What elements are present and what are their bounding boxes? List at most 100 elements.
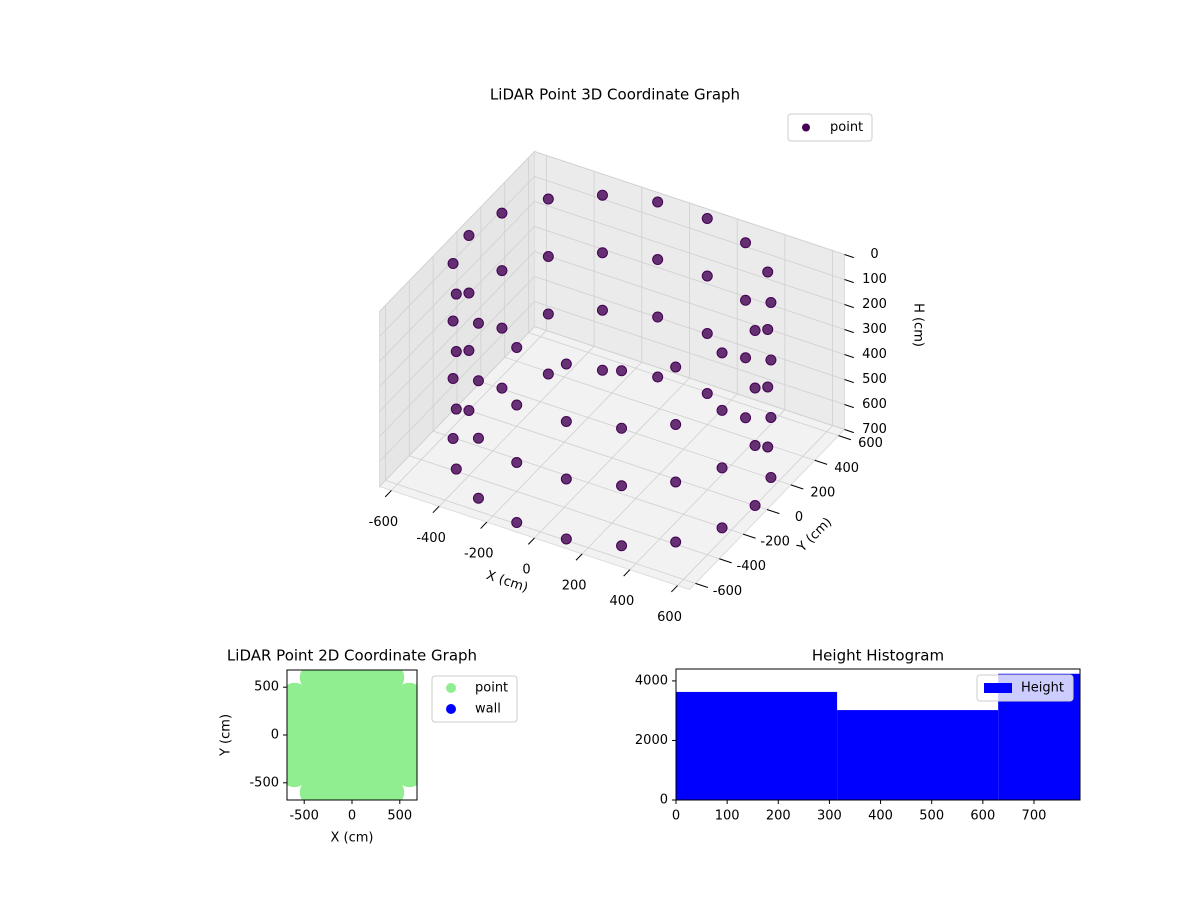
point (701, 213, 713, 225)
tick-mark (766, 509, 780, 515)
point (496, 265, 508, 277)
y-tick-label: 600 (858, 436, 883, 451)
legend-box (787, 113, 873, 142)
z-tick-label: 600 (862, 397, 887, 412)
grid-line (534, 276, 845, 380)
point (765, 471, 777, 483)
point (472, 317, 484, 329)
point (749, 382, 761, 394)
x-tick-label: 500 (387, 809, 412, 824)
point (376, 778, 405, 800)
x-tick-label: 400 (609, 594, 634, 609)
tick-mark (695, 582, 709, 588)
tick-mark (844, 329, 854, 334)
x-tick-label: 400 (868, 809, 893, 824)
x-tick-label: 600 (657, 610, 682, 625)
grid-line (534, 301, 845, 405)
legend-label: wall (475, 702, 501, 717)
y-tick-label: -200 (760, 535, 790, 550)
x-tick-label: 600 (970, 809, 995, 824)
point (701, 388, 713, 400)
point (740, 294, 752, 306)
point (447, 373, 459, 385)
tick-mark (844, 354, 854, 359)
y-tick-label: 0 (271, 728, 279, 743)
point (463, 404, 475, 416)
legend-label: Height (1021, 681, 1064, 696)
point (596, 364, 608, 376)
point (447, 315, 459, 327)
point (596, 304, 608, 316)
grid-line (456, 406, 768, 510)
point (716, 462, 728, 474)
x-tick-label: 0 (522, 563, 530, 578)
tick-mark (480, 521, 488, 529)
x-tick-label: 200 (562, 578, 587, 593)
y-tick-label: 4000 (635, 673, 668, 688)
grid-line (379, 226, 535, 387)
y-tick-label: 500 (254, 680, 279, 695)
point (472, 375, 484, 387)
tick-mark (844, 379, 854, 384)
point (496, 322, 508, 334)
x-tick-label: 0 (672, 809, 680, 824)
point (616, 480, 628, 492)
chart-title: Height Histogram (812, 647, 944, 665)
point (749, 325, 761, 337)
point (463, 229, 475, 241)
point (740, 237, 752, 249)
z-tick-label: 500 (862, 372, 887, 387)
point (395, 759, 417, 788)
point (542, 308, 554, 320)
point (652, 196, 664, 208)
tick-mark (742, 533, 756, 539)
y-tick-label: 200 (810, 485, 835, 500)
chart-title: LiDAR Point 2D Coordinate Graph (227, 647, 477, 665)
y-tick-label: 400 (834, 461, 859, 476)
point (542, 368, 554, 380)
z-tick-label: 300 (862, 322, 887, 337)
x-tick-label: 0 (348, 809, 356, 824)
grid-line (534, 226, 845, 330)
legend-marker (984, 683, 1012, 693)
tick-mark (384, 490, 392, 498)
point (701, 328, 713, 340)
grid-line (534, 201, 845, 305)
point (596, 247, 608, 259)
point (762, 323, 774, 335)
tick-mark (790, 484, 804, 490)
legend-marker (446, 683, 456, 693)
point (560, 415, 572, 427)
x-tick-label: -200 (464, 547, 494, 562)
point (749, 500, 761, 512)
tick-mark (432, 505, 440, 514)
y-tick-label: -600 (713, 584, 743, 599)
legend-box (976, 674, 1074, 702)
point (542, 193, 554, 205)
point (560, 358, 572, 370)
z-tick-label: 400 (862, 347, 887, 362)
x-tick-label: 200 (766, 809, 791, 824)
grid-line (379, 201, 535, 362)
z-tick-label: 200 (862, 297, 887, 312)
z-tick-label: 0 (870, 247, 878, 262)
point (716, 404, 728, 416)
point (616, 540, 628, 552)
y-tick-label: 0 (660, 793, 668, 808)
y-tick-label: 2000 (635, 733, 668, 748)
grid-line (534, 326, 845, 430)
point (670, 418, 682, 430)
grid-line (504, 356, 815, 461)
tick-mark (844, 304, 854, 309)
z-axis-label: H (cm) (911, 303, 926, 347)
point (762, 266, 774, 278)
point (740, 352, 752, 364)
point (596, 189, 608, 201)
point (450, 288, 462, 300)
point (762, 381, 774, 393)
tick-mark (719, 558, 732, 564)
x-tick-label: -600 (369, 515, 399, 530)
grid-line (379, 151, 535, 312)
point (652, 254, 664, 266)
y-tick-label: -500 (249, 775, 279, 790)
